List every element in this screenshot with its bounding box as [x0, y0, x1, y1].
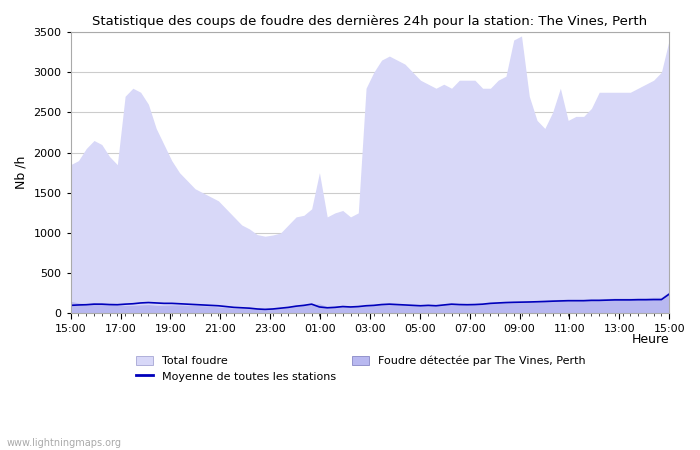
Legend: Total foudre, Moyenne de toutes les stations, Foudre détectée par The Vines, Per: Total foudre, Moyenne de toutes les stat… — [136, 356, 586, 382]
Title: Statistique des coups de foudre des dernières 24h pour la station: The Vines, Pe: Statistique des coups de foudre des dern… — [92, 15, 648, 28]
Text: www.lightningmaps.org: www.lightningmaps.org — [7, 438, 122, 448]
Y-axis label: Nb /h: Nb /h — [15, 156, 28, 189]
Text: Heure: Heure — [631, 333, 669, 346]
